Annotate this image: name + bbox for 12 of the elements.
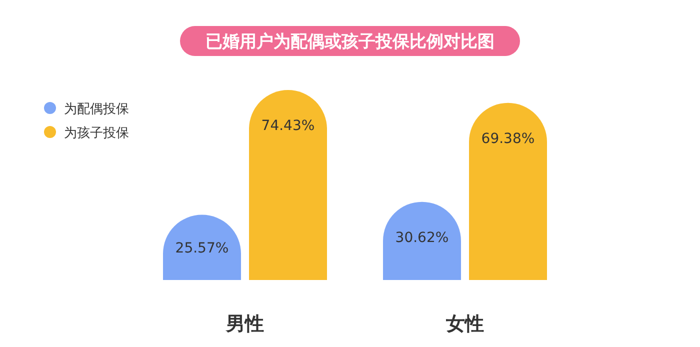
x-tick-label: 男性 [225,313,264,335]
x-tick-label: 女性 [445,313,484,335]
title: 已婚用户为配偶或孩子投保比例对比图 [180,26,520,56]
bar [469,102,547,280]
legend-label: 为孩子投保 [64,126,129,141]
bar [249,90,327,280]
legend-label: 为配偶投保 [64,102,129,117]
data-label: 69.38% [481,130,535,147]
data-label: 25.57% [175,240,229,256]
chart-title: 已婚用户为配偶或孩子投保比例对比图 [206,32,494,52]
data-label: 30.62% [395,230,449,246]
data-label: 74.43% [261,118,315,134]
